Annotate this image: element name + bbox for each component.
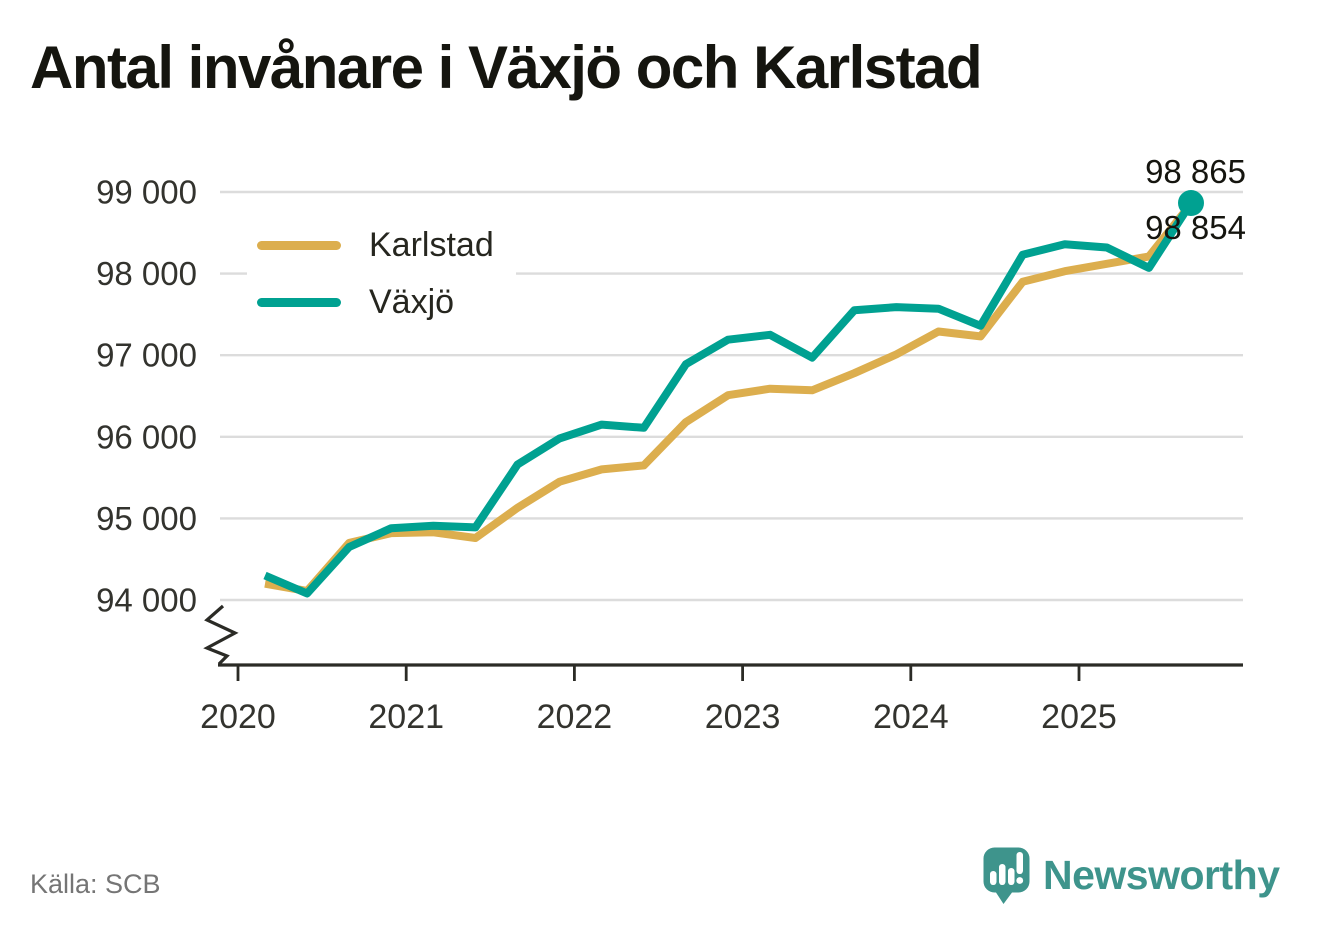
legend-label-vaxjo: Växjö [369, 283, 455, 321]
chart-title: Antal invånare i Växjö och Karlstad [30, 34, 983, 101]
y-axis-tick-label: 97 000 [96, 337, 197, 374]
y-axis-tick-label: 95 000 [96, 500, 197, 537]
legend-item-vaxjo: Växjö [257, 274, 494, 331]
växjö-end-dot [1178, 190, 1204, 217]
y-axis-tick-label: 96 000 [96, 418, 197, 455]
y-axis-break-zigzag [203, 604, 239, 666]
karlstad-end-value-label: 98 854 [1145, 209, 1246, 246]
newsworthy-speech-bubble-bar-chart-icon [983, 847, 1030, 904]
vaxjo-line-swatch [257, 298, 341, 307]
växjö-line [263, 200, 1195, 598]
karlstad-line-swatch [257, 241, 341, 250]
x-axis-tick-label: 2020 [200, 698, 276, 736]
x-axis-tick-label: 2024 [873, 698, 949, 736]
source-note: Källa: SCB [30, 869, 161, 899]
x-axis-tick-label: 2025 [1041, 698, 1117, 736]
newsworthy-wordmark: Newsworthy [1043, 852, 1280, 898]
y-axis-tick-label: 98 000 [96, 255, 197, 292]
y-axis-tick-label: 94 000 [96, 582, 197, 619]
x-axis-tick-label: 2023 [705, 698, 781, 736]
x-axis-tick-label: 2022 [537, 698, 613, 736]
chart-legend: Karlstad Växjö [247, 217, 516, 331]
legend-label-karlstad: Karlstad [369, 226, 494, 264]
newsworthy-branding: Newsworthy [983, 847, 1280, 905]
x-axis-tick-label: 2021 [368, 698, 444, 736]
legend-item-karlstad: Karlstad [257, 217, 494, 274]
karlstad-line [264, 201, 1195, 595]
växjö-end-value-label: 98 865 [1145, 153, 1246, 190]
y-axis-tick-label: 99 000 [96, 174, 197, 211]
